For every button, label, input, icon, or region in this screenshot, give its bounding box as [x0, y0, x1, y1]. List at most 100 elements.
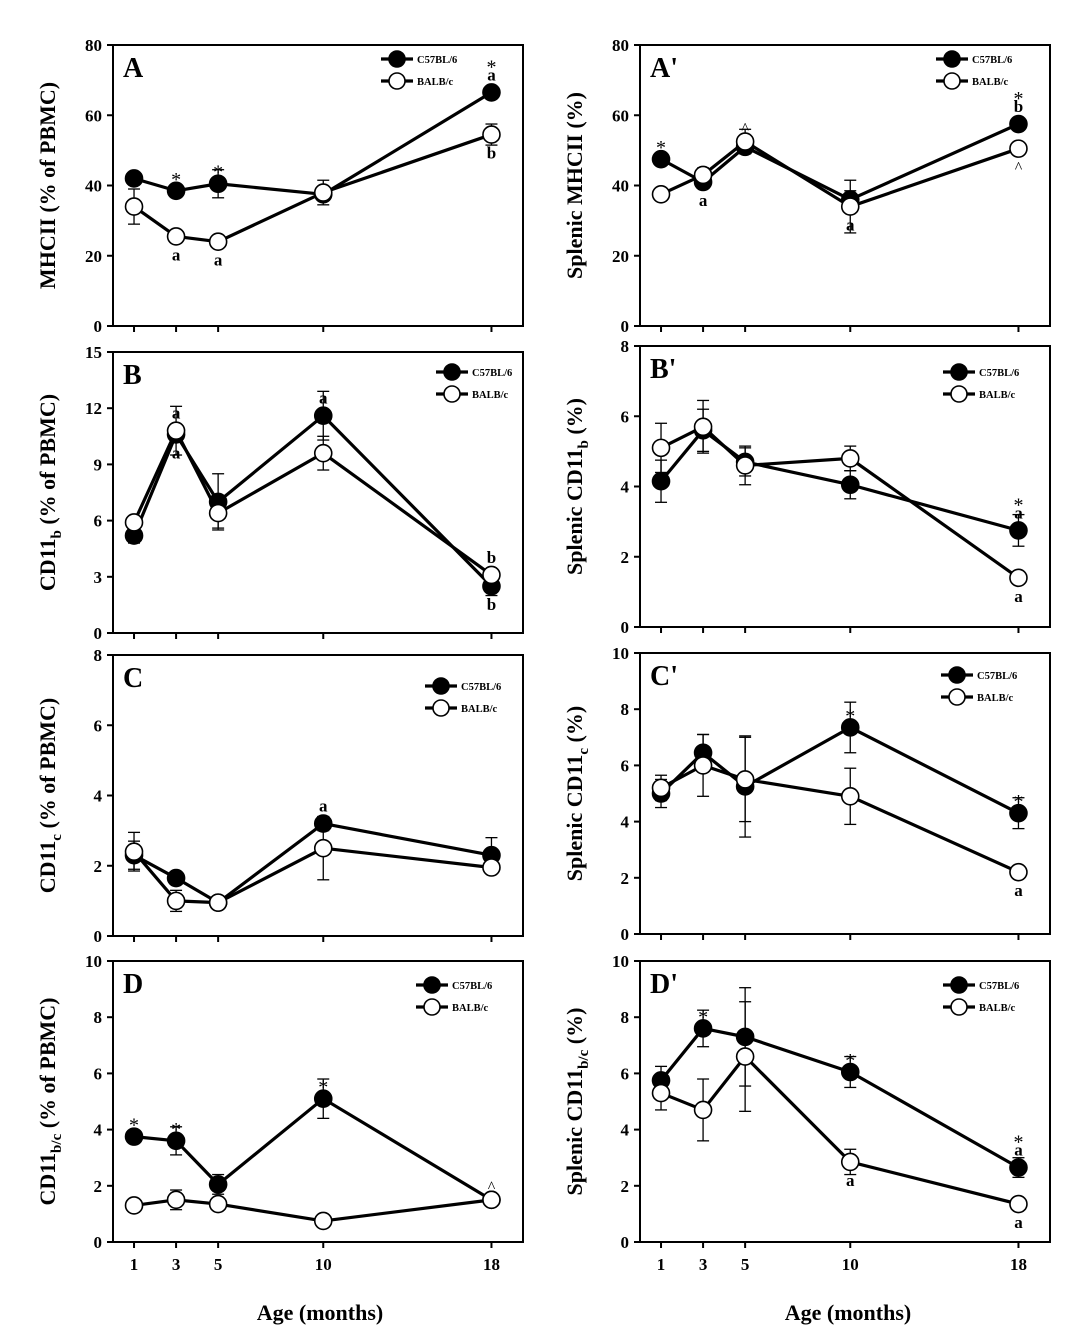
data-point-C57BL/6 — [208, 174, 228, 194]
legend-marker — [388, 50, 406, 68]
significance-mark: * — [318, 1077, 328, 1099]
legend-marker — [948, 666, 966, 684]
series-line-C57BL/6 — [659, 1026, 1020, 1169]
y-tick-label: 15 — [85, 343, 102, 362]
data-point-C57BL/6 — [166, 181, 186, 201]
y-tick-label: 6 — [621, 756, 630, 775]
significance-mark: ^ — [741, 121, 749, 138]
legend-label: C57BL/6 — [417, 55, 457, 66]
y-axis-label: CD11c (% of PBMC) — [35, 698, 65, 893]
y-tick-label: 2 — [621, 1177, 630, 1196]
legend-marker — [388, 72, 406, 90]
data-point-BALB/c — [313, 838, 333, 858]
y-tick-label: 8 — [94, 1008, 103, 1027]
series-line-BALB/c — [133, 1198, 492, 1223]
data-point-C57BL/6 — [651, 149, 671, 169]
data-point-BALB/c — [208, 893, 228, 912]
significance-mark: a — [846, 1171, 855, 1190]
y-tick-label: 0 — [621, 925, 630, 944]
y-axis-label: CD11b/c (% of PBMC) — [35, 998, 65, 1206]
legend-label: C57BL/6 — [452, 981, 492, 992]
data-point-BALB/c — [1009, 568, 1028, 588]
data-point-BALB/c — [840, 449, 860, 468]
y-axis-label-part: Splenic MHCII (%) — [562, 92, 587, 279]
legend-marker — [950, 998, 968, 1016]
significance-mark: b — [487, 595, 496, 614]
significance-mark: ^ — [488, 1179, 496, 1196]
panel-label: B — [123, 360, 142, 391]
significance-mark: ^ — [1015, 160, 1023, 177]
y-tick-label: 6 — [94, 512, 103, 531]
data-point-BALB/c — [693, 756, 713, 775]
data-point-BALB/c — [651, 778, 671, 798]
legend-marker — [943, 50, 961, 68]
y-tick-label: 6 — [621, 1064, 630, 1083]
y-tick-label: 80 — [85, 36, 102, 55]
data-point-C57BL/6 — [482, 83, 501, 102]
panel-C2: 0 2 4 6 8 10 Splenic CD11c (%) C' * * a C57BL/6 BALB… — [562, 644, 1051, 944]
data-point-BALB/c — [166, 891, 186, 911]
series-line-BALB/c — [660, 763, 1020, 874]
y-tick-label: 60 — [612, 106, 629, 125]
significance-mark: b — [1014, 97, 1023, 116]
x-tick-label: 3 — [699, 1255, 708, 1274]
data-point-C57BL/6 — [651, 471, 671, 491]
y-tick-label: 0 — [621, 618, 630, 637]
series-line-C57BL/6 — [133, 1097, 493, 1202]
y-tick-label: 60 — [85, 106, 102, 125]
significance-mark: a — [319, 389, 328, 408]
y-tick-label: 10 — [612, 644, 629, 663]
legend-label: BALB/c — [979, 1003, 1016, 1014]
y-tick-label: 9 — [94, 455, 103, 474]
y-tick-label: 3 — [94, 568, 103, 587]
legend-marker — [443, 363, 461, 381]
x-tick-label: 5 — [214, 1255, 223, 1274]
data-point-BALB/c — [840, 197, 860, 216]
data-point-BALB/c — [651, 184, 671, 204]
y-tick-label: 8 — [621, 700, 630, 719]
data-point-BALB/c — [693, 165, 713, 185]
significance-mark: * — [656, 137, 666, 159]
y-tick-label: 4 — [621, 813, 630, 832]
significance-mark: a — [172, 404, 181, 423]
data-point-BALB/c — [1009, 139, 1028, 158]
panel-label: B' — [650, 354, 676, 385]
data-point-C57BL/6 — [1009, 1158, 1028, 1177]
y-axis-label-part: MHCII (% of PBMC) — [35, 82, 60, 289]
panel-label: A — [123, 53, 144, 84]
data-point-BALB/c — [735, 1047, 755, 1066]
y-tick-label: 0 — [94, 927, 103, 946]
series-line-C57BL/6 — [133, 821, 492, 905]
significance-mark: b — [487, 144, 496, 163]
series-line-C57BL/6 — [660, 122, 1020, 202]
data-point-BALB/c — [124, 1196, 144, 1215]
y-axis-label: Splenic MHCII (%) — [562, 92, 587, 279]
significance-mark: * — [698, 1006, 708, 1028]
y-tick-label: 10 — [612, 952, 629, 971]
data-point-BALB/c — [840, 787, 860, 806]
y-axis-label-subscript: c — [576, 748, 592, 755]
y-tick-label: 6 — [94, 716, 103, 735]
data-point-C57BL/6 — [124, 169, 144, 188]
x-tick-label: 3 — [172, 1255, 181, 1274]
y-tick-label: 6 — [621, 407, 630, 426]
y-axis-label-part: (%) — [562, 1008, 587, 1050]
series-line-BALB/c — [660, 425, 1020, 580]
data-point-C57BL/6 — [840, 475, 860, 495]
data-point-C57BL/6 — [1009, 803, 1028, 823]
plot-frame — [112, 351, 524, 634]
legend-marker — [423, 998, 441, 1016]
data-point-BALB/c — [313, 183, 333, 202]
y-axis-label-part: Splenic CD11 — [562, 1069, 587, 1196]
significance-mark: b — [487, 548, 496, 567]
significance-mark: a — [1014, 587, 1023, 606]
legend-label: C57BL/6 — [979, 368, 1019, 379]
legend-label: BALB/c — [452, 1003, 489, 1014]
y-axis-label-part: CD11 — [35, 841, 60, 894]
y-tick-label: 4 — [94, 1121, 103, 1140]
x-tick-label: 18 — [483, 1255, 500, 1274]
series-line-BALB/c — [660, 1054, 1019, 1206]
data-point-BALB/c — [693, 417, 713, 437]
